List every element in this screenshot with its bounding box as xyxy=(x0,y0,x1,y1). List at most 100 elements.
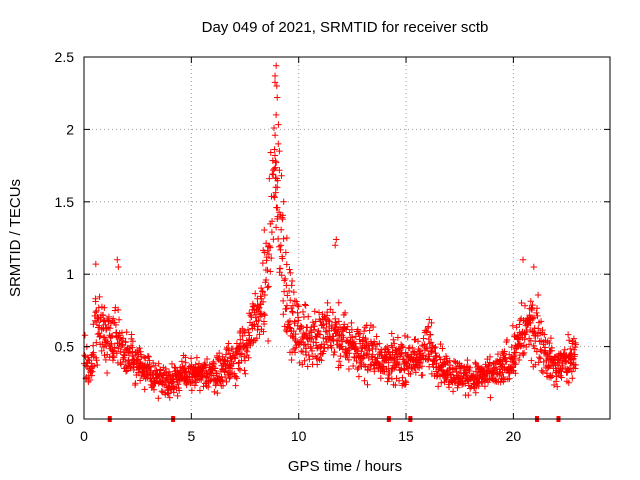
data-point xyxy=(155,395,162,402)
data-point xyxy=(529,301,536,309)
data-points xyxy=(80,62,579,402)
data-point xyxy=(537,355,544,362)
data-point xyxy=(324,299,331,307)
data-point xyxy=(222,351,230,358)
data-point xyxy=(345,365,353,373)
data-point xyxy=(102,321,109,328)
data-point xyxy=(271,146,278,153)
data-point xyxy=(534,312,541,320)
data-point xyxy=(90,321,97,328)
data-point xyxy=(409,344,416,352)
data-point xyxy=(264,337,272,345)
data-point xyxy=(272,158,279,165)
data-point xyxy=(516,321,523,328)
data-point xyxy=(540,358,547,366)
data-point xyxy=(531,345,539,352)
data-point xyxy=(261,291,268,299)
data-point xyxy=(404,333,411,341)
data-point xyxy=(318,357,325,364)
data-point xyxy=(165,368,173,375)
data-point xyxy=(108,340,115,348)
data-point xyxy=(128,331,135,338)
data-point xyxy=(193,354,201,361)
data-point xyxy=(557,351,564,358)
data-point xyxy=(349,339,356,346)
data-point xyxy=(506,375,513,382)
data-point xyxy=(233,375,241,382)
y-tick-label: 2 xyxy=(66,121,74,137)
data-point xyxy=(117,334,124,341)
data-point xyxy=(287,297,294,304)
data-point xyxy=(501,376,509,383)
data-point xyxy=(114,256,121,263)
data-point xyxy=(254,323,262,330)
data-point xyxy=(276,147,283,155)
data-point xyxy=(276,167,283,174)
data-point xyxy=(188,387,196,394)
data-point xyxy=(232,373,240,380)
data-point xyxy=(307,344,315,352)
data-point xyxy=(328,344,335,352)
data-point xyxy=(86,376,94,384)
data-point xyxy=(449,388,457,395)
data-point xyxy=(320,324,328,332)
data-point xyxy=(89,342,97,349)
x-tick-label: 15 xyxy=(398,428,414,444)
data-point xyxy=(280,235,287,242)
data-point xyxy=(122,338,129,345)
data-point xyxy=(438,379,445,386)
data-point xyxy=(275,140,282,148)
data-point xyxy=(395,377,403,384)
data-point xyxy=(240,353,248,360)
data-point xyxy=(260,310,268,318)
data-point xyxy=(105,313,113,321)
data-point xyxy=(242,370,249,377)
data-point xyxy=(558,368,565,375)
data-point xyxy=(283,234,291,242)
data-point xyxy=(278,172,285,179)
data-point xyxy=(309,319,317,326)
x-tick-label: 20 xyxy=(506,428,522,444)
data-point xyxy=(323,312,331,319)
data-point xyxy=(554,383,561,390)
data-point xyxy=(171,364,178,371)
data-point xyxy=(320,348,327,355)
data-point xyxy=(232,355,239,362)
data-point xyxy=(311,308,318,315)
data-point xyxy=(322,316,329,323)
data-point xyxy=(123,328,130,336)
data-point xyxy=(443,358,450,365)
data-point xyxy=(341,309,349,317)
data-point xyxy=(549,372,556,380)
data-point xyxy=(98,324,106,332)
data-point xyxy=(375,360,383,368)
data-point xyxy=(546,339,553,347)
data-point xyxy=(219,382,227,389)
data-point xyxy=(286,324,293,331)
data-point xyxy=(314,354,322,362)
data-point xyxy=(226,350,234,357)
data-point xyxy=(358,355,366,363)
data-point xyxy=(535,359,542,366)
data-point xyxy=(306,355,313,363)
data-point xyxy=(304,363,311,370)
data-point xyxy=(110,315,117,322)
data-point xyxy=(288,356,295,364)
data-point xyxy=(331,242,339,249)
data-point xyxy=(494,350,502,358)
data-point xyxy=(158,388,165,395)
data-point xyxy=(174,381,182,388)
data-point xyxy=(538,367,545,374)
data-point xyxy=(291,297,298,305)
data-point xyxy=(362,336,369,343)
data-point xyxy=(265,250,273,258)
data-point xyxy=(439,345,446,352)
data-point xyxy=(182,354,189,361)
data-point xyxy=(500,373,507,381)
data-point xyxy=(364,381,371,388)
data-point xyxy=(279,297,287,305)
data-point xyxy=(264,284,271,291)
data-point xyxy=(311,323,318,330)
data-point xyxy=(356,330,364,337)
